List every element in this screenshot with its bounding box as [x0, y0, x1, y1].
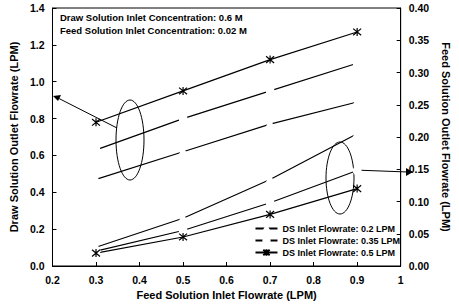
svg-text:DS Inlet Flowrate: 0.35 LPM: DS Inlet Flowrate: 0.35 LPM — [282, 236, 400, 246]
svg-text:0.6: 0.6 — [219, 274, 234, 286]
svg-text:0.05: 0.05 — [409, 228, 430, 240]
svg-text:0.20: 0.20 — [409, 131, 430, 143]
svg-text:0.8: 0.8 — [306, 274, 321, 286]
svg-text:0.0: 0.0 — [30, 260, 45, 272]
svg-text:0.3: 0.3 — [89, 274, 104, 286]
svg-text:0.8: 0.8 — [30, 113, 45, 125]
svg-text:0.35: 0.35 — [409, 34, 430, 46]
svg-text:DS Inlet Flowrate: 0.5 LPM: DS Inlet Flowrate: 0.5 LPM — [282, 248, 395, 258]
svg-text:1.2: 1.2 — [30, 39, 45, 51]
svg-text:0.9: 0.9 — [350, 274, 365, 286]
svg-text:Feed Solution Outlet Flowrate: Feed Solution Outlet Flowrate (LPM) — [440, 42, 452, 232]
svg-text:DS Inlet Flowrate: 0.2 LPM: DS Inlet Flowrate: 0.2 LPM — [282, 224, 395, 234]
svg-text:0.15: 0.15 — [409, 163, 430, 175]
svg-text:Feed Solution Inlet Flowrate (: Feed Solution Inlet Flowrate (LPM) — [136, 289, 317, 301]
svg-text:0.6: 0.6 — [30, 149, 45, 161]
svg-text:0.2: 0.2 — [30, 223, 45, 235]
svg-text:0.2: 0.2 — [45, 274, 60, 286]
svg-text:0.7: 0.7 — [263, 274, 278, 286]
svg-text:Draw Solution Inlet Concentrat: Draw Solution Inlet Concentration: 0.6 M — [60, 12, 243, 23]
svg-text:0.4: 0.4 — [132, 274, 147, 286]
svg-text:0.10: 0.10 — [409, 196, 430, 208]
svg-text:0.00: 0.00 — [409, 260, 430, 272]
svg-text:Feed Solution Inlet Concentrat: Feed Solution Inlet Concentration: 0.02 … — [60, 25, 247, 36]
svg-text:0.30: 0.30 — [409, 67, 430, 79]
svg-text:0.25: 0.25 — [409, 99, 430, 111]
svg-text:0.40: 0.40 — [409, 2, 430, 14]
svg-text:Draw Solution Outlet Flowrate: Draw Solution Outlet Flowrate (LPM) — [8, 41, 20, 232]
svg-text:1.4: 1.4 — [30, 2, 45, 14]
svg-text:1: 1 — [398, 274, 404, 286]
svg-text:0.4: 0.4 — [30, 186, 45, 198]
svg-text:0.5: 0.5 — [176, 274, 191, 286]
svg-text:1.0: 1.0 — [30, 76, 45, 88]
